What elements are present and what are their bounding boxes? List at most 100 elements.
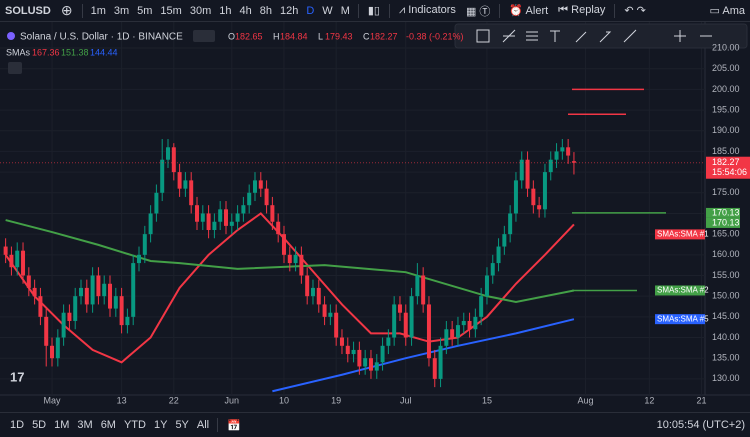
- candle-body: [212, 221, 217, 231]
- candle-body: [276, 221, 281, 235]
- candle-body: [235, 213, 240, 222]
- range-button[interactable]: 1M: [54, 419, 70, 431]
- chart: Solana / U.S. Dollar · 1D · BINANCE SMAs…: [0, 22, 750, 412]
- candle-body: [50, 345, 55, 359]
- symbol[interactable]: SOLUSD: [5, 4, 51, 17]
- drawing-toolbar: [454, 23, 748, 49]
- range-button[interactable]: 6M: [100, 419, 116, 431]
- candle-body: [67, 312, 72, 321]
- y-tick-label: 175.00: [712, 187, 740, 197]
- candle-body: [119, 296, 124, 326]
- range-button[interactable]: YTD: [123, 419, 146, 431]
- candle-body: [305, 275, 310, 297]
- undo-redo[interactable]: ↶ ↷: [624, 5, 646, 17]
- y-tick-label: 145.00: [712, 311, 740, 321]
- price-tag: 182.27: [712, 157, 740, 167]
- candle-body: [508, 213, 513, 235]
- range-button[interactable]: All: [196, 419, 210, 431]
- candle-body: [241, 205, 246, 214]
- interval-button[interactable]: W: [322, 4, 333, 17]
- y-tick-label: 130.00: [712, 373, 740, 383]
- templates[interactable]: ▦ Ⓣ: [465, 5, 491, 18]
- candle-body: [525, 159, 530, 189]
- candle-body: [479, 296, 484, 317]
- candle-body: [513, 180, 518, 214]
- x-tick-label: 12: [644, 395, 654, 405]
- account[interactable]: ▭ Ama: [709, 5, 745, 17]
- interval-button[interactable]: 8h: [259, 4, 272, 17]
- drawing-tools[interactable]: [476, 29, 712, 43]
- candle-body: [386, 337, 391, 346]
- candle-body: [21, 250, 26, 276]
- range-button[interactable]: 1D: [10, 419, 25, 431]
- candle-body: [38, 296, 43, 317]
- candle-body: [374, 362, 379, 371]
- interval-button[interactable]: M: [340, 4, 350, 17]
- sma-tag-bg: [655, 314, 705, 325]
- candle-body: [223, 209, 228, 226]
- interval-button[interactable]: 1m: [90, 4, 106, 17]
- y-tick-label: 185.00: [712, 146, 740, 156]
- candle-body: [15, 250, 20, 268]
- candle-body: [554, 151, 559, 160]
- x-tick-label: Jul: [400, 395, 412, 405]
- separator: [499, 3, 501, 18]
- range-buttons: 1D 5D 1M 3M 6M YTD 1Y 5Y All: [0, 419, 213, 431]
- range-button[interactable]: 5D: [32, 419, 47, 431]
- interval-button[interactable]: 5m: [137, 4, 153, 17]
- range-button[interactable]: 5Y: [175, 419, 189, 431]
- separator: [357, 3, 359, 18]
- candle-body: [32, 287, 37, 297]
- alert-icon: ⏰: [509, 5, 526, 17]
- candle-body: [183, 180, 188, 189]
- candle-body: [380, 345, 385, 363]
- candle-body: [455, 325, 460, 338]
- interval-button[interactable]: 1h: [219, 4, 232, 17]
- interval-button[interactable]: D: [306, 4, 315, 17]
- candle-body: [61, 312, 66, 338]
- replay-icon: ⏮: [558, 4, 572, 16]
- ohlc-letter: H: [273, 31, 280, 41]
- alert-button[interactable]: ⏰ Alert: [504, 4, 553, 17]
- indicators-button[interactable]: ⩘ Indicators: [394, 4, 461, 17]
- tv-logo: 17: [10, 369, 24, 384]
- x-tick-label: 22: [169, 395, 179, 405]
- collapse-button[interactable]: [8, 62, 22, 74]
- candle-body: [287, 254, 292, 264]
- candle-body: [264, 188, 269, 206]
- candle-body: [496, 246, 501, 264]
- ohlc-letter: C: [363, 31, 370, 41]
- candle-body: [200, 213, 205, 222]
- y-tick-label: 190.00: [712, 125, 740, 135]
- sma-value: 151.38: [61, 47, 89, 57]
- candle-body: [548, 159, 553, 173]
- add-symbol[interactable]: ⊕: [60, 2, 73, 18]
- candle-body: [142, 234, 147, 255]
- interval-button[interactable]: 12h: [279, 4, 299, 17]
- candle-body: [432, 358, 437, 379]
- candle-body: [113, 296, 118, 309]
- goto-date[interactable]: 📅: [227, 419, 241, 432]
- range-button[interactable]: 3M: [77, 419, 93, 431]
- legend-buttons[interactable]: [193, 30, 215, 42]
- indicator-name: SMAs: [6, 47, 31, 57]
- chart-background: [0, 22, 750, 412]
- range-button[interactable]: 1Y: [153, 419, 168, 431]
- chart-type[interactable]: ▮▯: [367, 5, 380, 17]
- interval-button[interactable]: 15m: [160, 4, 182, 17]
- clock: 10:05:54 (UTC+2): [656, 419, 745, 431]
- candle-body: [461, 320, 466, 326]
- interval-button[interactable]: 3m: [113, 4, 130, 17]
- candle-body: [166, 147, 171, 160]
- sma-tag: SMAs:SMA #2: [657, 286, 709, 295]
- interval-button[interactable]: 4h: [239, 4, 252, 17]
- replay-button[interactable]: ⏮ Replay: [553, 4, 610, 17]
- candle-body: [566, 147, 571, 156]
- candle-body: [334, 312, 339, 338]
- y-tick-label: 195.00: [712, 104, 740, 114]
- legend: Solana / U.S. Dollar · 1D · BINANCE SMAs: [6, 30, 215, 74]
- candle-body: [328, 312, 333, 317]
- interval-button[interactable]: 30m: [189, 4, 212, 17]
- x-tick-label: 21: [697, 395, 707, 405]
